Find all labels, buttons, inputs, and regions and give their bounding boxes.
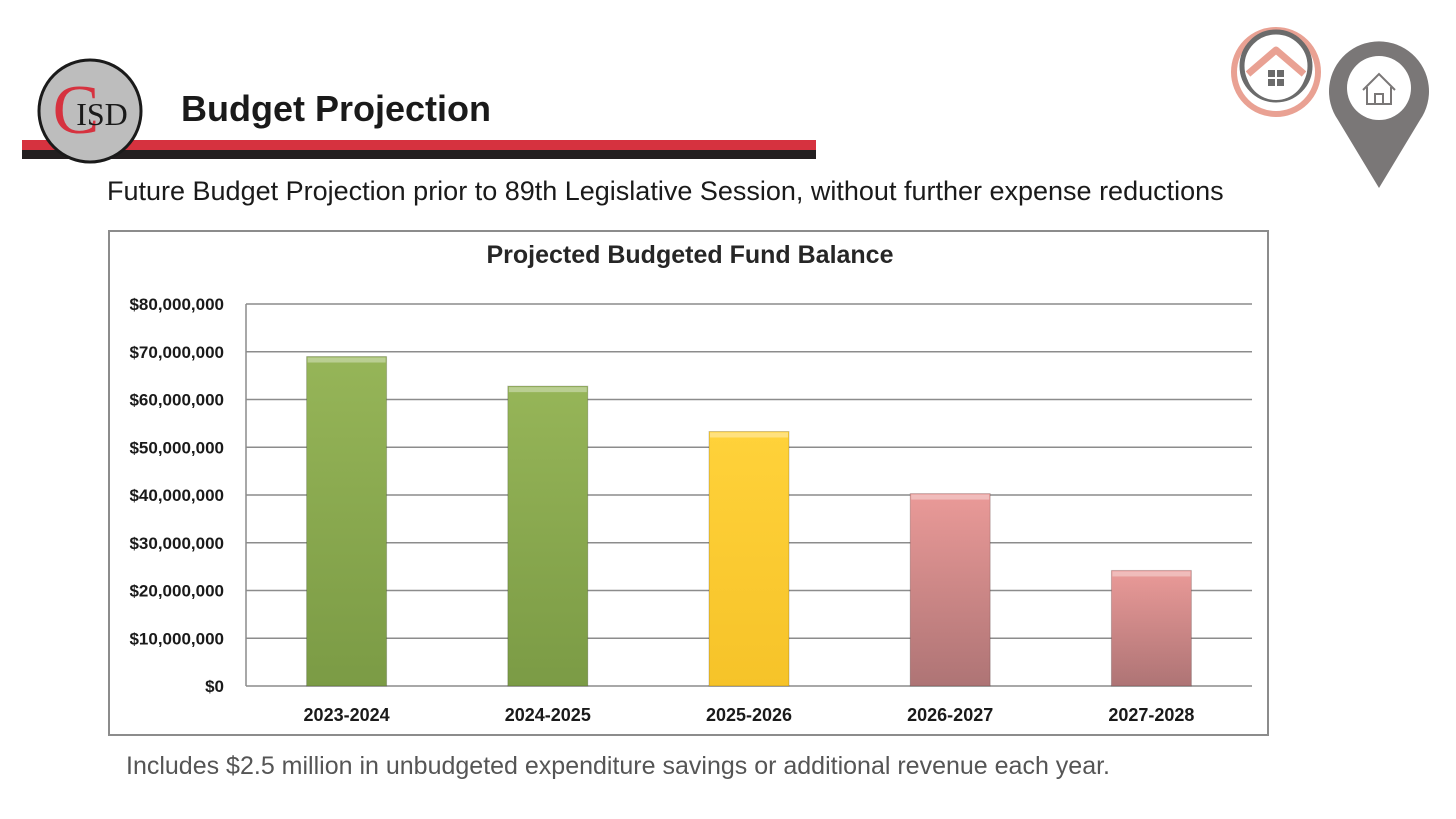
slide-subtitle: Future Budget Projection prior to 89th L… — [107, 176, 1224, 206]
bar-highlight — [1112, 571, 1191, 577]
footnote: Includes $2.5 million in unbudgeted expe… — [126, 752, 1110, 780]
y-tick-label: $50,000,000 — [129, 438, 224, 457]
x-tick-label: 2025-2026 — [706, 705, 792, 725]
house-badge-icon — [1231, 27, 1321, 117]
bar-2025-2026 — [708, 430, 790, 687]
bar-highlight — [307, 357, 386, 363]
header-accent-black-bar — [22, 150, 816, 159]
y-tick-label: $0 — [205, 677, 224, 696]
y-tick-label: $60,000,000 — [129, 391, 224, 410]
bar-highlight — [911, 494, 990, 500]
x-tick-label: 2027-2028 — [1108, 705, 1194, 725]
x-tick-label: 2024-2025 — [505, 705, 591, 725]
page-title: Budget Projection — [181, 88, 492, 129]
bar-highlight — [508, 387, 587, 393]
cisd-logo: C ISD — [37, 58, 143, 164]
svg-text:ISD: ISD — [76, 96, 128, 132]
home-pin-icon[interactable] — [1326, 38, 1432, 190]
y-tick-label: $10,000,000 — [129, 629, 224, 648]
y-tick-label: $70,000,000 — [129, 343, 224, 362]
bar-2026-2027 — [909, 493, 991, 687]
header-accent-red-bar — [22, 140, 816, 150]
x-tick-label: 2023-2024 — [304, 705, 390, 725]
chart-frame: Projected Budgeted Fund Balance $0 $10,00… — [108, 230, 1269, 736]
bar-2027-2028 — [1110, 569, 1192, 687]
fund-balance-chart: Projected Budgeted Fund Balance $0 $10,00… — [129, 241, 1252, 725]
x-tick-label: 2026-2027 — [907, 705, 993, 725]
y-tick-label: $30,000,000 — [129, 534, 224, 553]
y-tick-label: $20,000,000 — [129, 582, 224, 601]
chart-title: Projected Budgeted Fund Balance — [486, 241, 893, 269]
y-tick-label: $80,000,000 — [129, 295, 224, 314]
svg-text:C: C — [53, 72, 100, 149]
bar-2023-2024 — [306, 356, 388, 687]
y-tick-label: $40,000,000 — [129, 486, 224, 505]
bar-highlight — [710, 432, 788, 438]
bar-2024-2025 — [507, 385, 589, 687]
